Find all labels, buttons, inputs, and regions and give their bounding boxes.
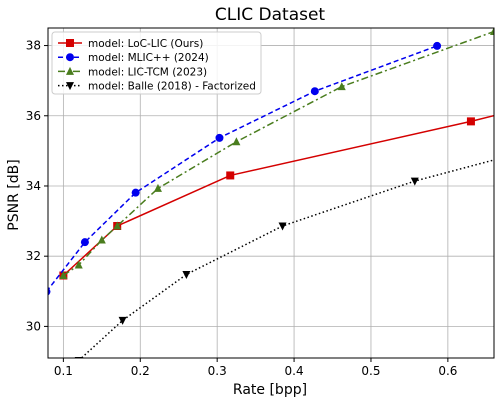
data-point [118,316,127,325]
x-tick-label: 0.4 [285,364,304,378]
legend-label: model: Balle (2018) - Factorized [88,81,256,93]
series-1 [48,41,442,296]
y-tick-label: 30 [26,319,41,333]
series-0 [59,114,494,280]
legend-swatch-marker [66,39,74,47]
data-point [153,183,162,192]
data-point [466,117,475,126]
data-point [226,171,235,180]
y-tick-label: 38 [26,39,41,53]
legend-box [51,31,262,95]
series-3 [74,159,494,358]
data-point [215,133,224,142]
data-point [182,270,191,279]
series-line [62,30,494,277]
x-tick-label: 0.5 [361,364,380,378]
data-point [490,28,494,36]
series-line [62,114,494,277]
series-line [48,45,438,291]
series-2 [59,28,494,279]
data-point [131,188,140,197]
x-axis-title: Rate [bpp] [233,382,307,398]
chart-title: CLIC Dataset [215,5,326,25]
legend-label: model: LIC-TCM (2023) [88,66,207,78]
plot-frame [47,27,495,359]
legend-label: model: MLIC++ (2024) [88,52,209,64]
data-point [337,82,346,91]
legend-swatch-marker [66,66,74,75]
data-point [278,222,287,231]
y-tick-label: 32 [26,249,41,263]
x-tick-label: 0.6 [438,364,457,378]
legend-swatch-marker [66,53,74,62]
legend-swatch-marker [66,82,74,91]
y-tick-label: 34 [26,179,41,193]
data-point [433,41,442,50]
data-point [310,87,319,96]
y-tick-label: 36 [26,109,41,123]
y-axis-title: PSNR [dB] [6,159,22,230]
data-point [97,235,106,244]
x-tick-label: 0.1 [54,364,73,378]
data-point [48,287,51,296]
data-point [74,260,83,269]
series-line [80,159,494,358]
x-tick-label: 0.3 [208,364,227,378]
legend: model: LoC-LIC (Ours) model: MLIC++ (2024… [51,31,262,95]
legend-label: model: LoC-LIC (Ours) [88,38,203,50]
data-point [232,137,241,146]
x-tick-label: 0.2 [131,364,150,378]
axis-ticks: 0.1 0.2 0.3 0.4 0.5 0.6 30 32 34 36 38 [26,39,458,378]
plot-series [48,28,494,358]
data-point [113,221,122,230]
data-point [80,238,89,247]
data-point [410,177,419,186]
data-point [59,271,68,279]
